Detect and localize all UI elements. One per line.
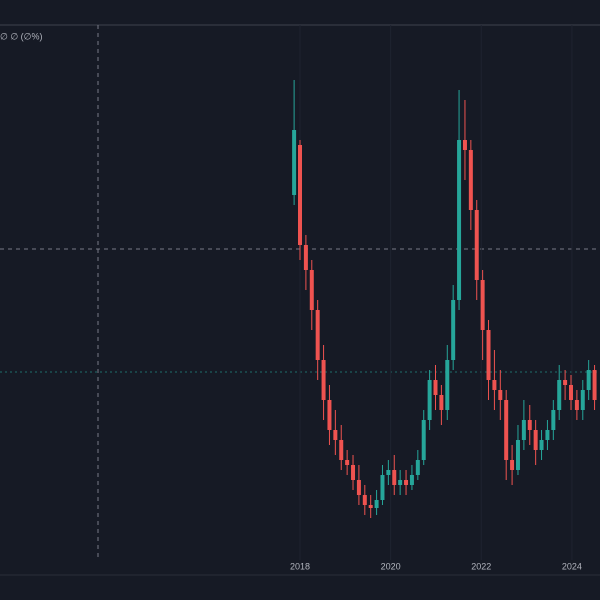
candle-body	[515, 440, 520, 470]
candle-body	[510, 460, 515, 470]
candle-body	[421, 420, 426, 460]
candle-body	[586, 370, 591, 390]
x-tick-label: 2022	[471, 561, 491, 571]
candle-body	[409, 475, 414, 485]
candle-body	[551, 410, 556, 430]
candle-body	[321, 360, 326, 400]
candle-body	[457, 140, 462, 300]
candle-body	[527, 420, 532, 430]
candle-body	[345, 460, 350, 465]
candle-body	[498, 390, 503, 400]
candle-body	[433, 380, 438, 395]
candle-body	[292, 130, 297, 195]
candle-body	[327, 400, 332, 430]
candle-body	[445, 360, 450, 410]
candle-body	[386, 470, 391, 475]
candle-body	[568, 385, 573, 400]
candle-body	[339, 440, 344, 460]
x-tick-label: 2018	[290, 561, 310, 571]
x-tick-label: 2020	[381, 561, 401, 571]
candle-body	[368, 505, 373, 508]
candle-body	[380, 475, 385, 500]
candle-body	[468, 150, 473, 210]
candle-body	[362, 495, 367, 505]
candle-body	[303, 245, 308, 270]
candle-body	[492, 380, 497, 390]
candle-body	[356, 480, 361, 495]
candle-body	[533, 430, 538, 450]
candle-body	[315, 310, 320, 360]
candle-body	[462, 140, 467, 150]
candle-body	[557, 380, 562, 410]
candle-body	[333, 430, 338, 440]
candle-body	[574, 400, 579, 410]
candle-body	[351, 465, 356, 480]
candle-body	[415, 460, 420, 475]
candle-body	[521, 420, 526, 440]
candle-body	[486, 330, 491, 380]
candle-body	[439, 395, 444, 410]
candle-body	[474, 210, 479, 280]
candle-body	[298, 145, 302, 245]
candle-body	[580, 390, 585, 410]
candle-body	[545, 430, 550, 440]
candle-body	[504, 400, 509, 460]
candle-body	[563, 380, 568, 385]
candle-body	[451, 300, 456, 360]
candle-body	[480, 280, 485, 330]
x-tick-label: 2024	[562, 561, 582, 571]
candle-body	[427, 380, 432, 420]
candle-body	[398, 480, 403, 485]
candle-body	[374, 500, 379, 508]
candle-body	[539, 440, 544, 450]
candle-body	[392, 470, 397, 485]
header-text: ∅ ∅ (∅%)	[0, 31, 43, 41]
candle-body	[592, 370, 597, 400]
candle-body	[309, 270, 314, 310]
candle-body	[404, 480, 409, 485]
